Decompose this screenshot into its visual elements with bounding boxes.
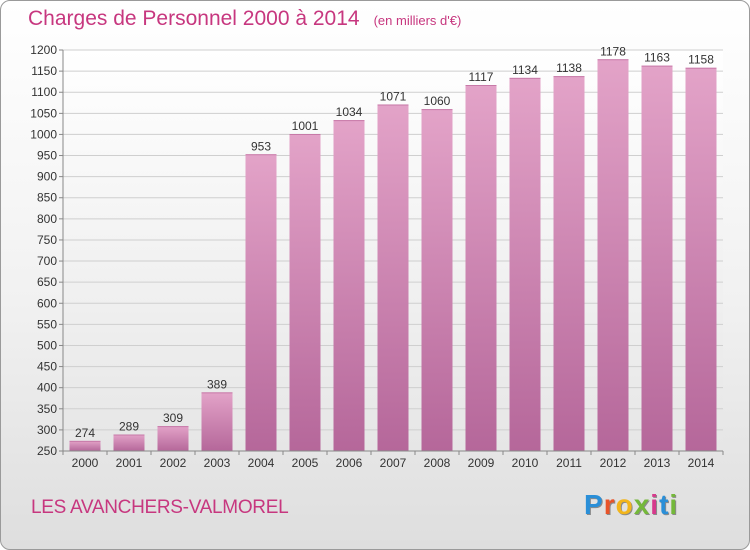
y-tick-label: 600 [37, 296, 57, 310]
x-tick-label-2004: 2004 [248, 456, 275, 470]
bar-2010 [509, 77, 541, 451]
data-label-2010: 1134 [512, 63, 538, 77]
y-tick-label: 850 [37, 191, 57, 205]
y-tick-label: 1100 [31, 85, 57, 99]
y-tick-label: 450 [37, 360, 57, 374]
bars [69, 59, 717, 452]
x-tick-label-2006: 2006 [336, 456, 363, 470]
x-tick-label-2010: 2010 [512, 456, 539, 470]
chart-title-text: Charges de Personnel 2000 à 2014 [28, 7, 360, 30]
y-tick-label: 1050 [30, 106, 57, 120]
bar-2002 [157, 426, 189, 451]
logo-letter: o [615, 489, 634, 520]
bar-2006 [333, 120, 365, 452]
data-label-2003: 389 [207, 377, 227, 391]
logo-letter: r [603, 489, 616, 520]
data-label-2011: 1138 [556, 61, 582, 75]
logo-letter: i [669, 489, 679, 520]
x-tick-label-2011: 2011 [556, 456, 582, 470]
y-tick-label: 1200 [30, 43, 57, 57]
x-tick-label-2003: 2003 [204, 456, 231, 470]
data-label-2006: 1034 [336, 105, 363, 119]
data-label-2000: 274 [75, 426, 95, 440]
commune-name: LES AVANCHERS-VALMOREL [31, 497, 289, 518]
bar-2008 [421, 109, 453, 452]
x-tick-label-2008: 2008 [424, 456, 451, 470]
y-tick-label: 300 [37, 423, 57, 437]
y-tick-label: 900 [37, 170, 57, 184]
data-label-2009: 1117 [469, 70, 494, 84]
data-label-2007: 1071 [380, 89, 407, 103]
bar-2007 [377, 104, 409, 452]
logo-letter: t [659, 489, 670, 520]
data-labels: 274 289 309 389 953 1001 1034 1071 1060 1117 1134 1… [75, 44, 714, 440]
y-tick-label: 750 [37, 233, 57, 247]
y-tick-label: 1150 [31, 64, 57, 78]
logo-letter: P [584, 489, 604, 520]
x-tick-label-2014: 2014 [688, 456, 715, 470]
y-tick-label: 250 [37, 444, 57, 458]
chart-title: Charges de Personnel 2000 à 2014 (en mill… [28, 7, 461, 31]
x-tick-label-2002: 2002 [160, 456, 187, 470]
x-tick-label-2007: 2007 [380, 456, 407, 470]
x-tick-label-2000: 2000 [72, 456, 99, 470]
logo-letter: x [633, 489, 651, 520]
bar-2013 [641, 65, 673, 452]
bar-2001 [113, 434, 145, 451]
data-label-2008: 1060 [424, 94, 451, 108]
y-tick-label: 550 [37, 317, 57, 331]
x-tick-label-2013: 2013 [644, 456, 671, 470]
y-axis: 250 300 350 400 450 500 550 600 650 700 750 800 850 9… [30, 43, 64, 458]
data-label-2014: 1158 [688, 53, 714, 67]
y-tick-label: 1000 [30, 127, 57, 141]
data-label-2005: 1001 [292, 119, 319, 133]
chart-unit-label: (en milliers d'€) [373, 13, 462, 28]
data-label-2001: 289 [119, 420, 139, 434]
x-tick-label-2009: 2009 [468, 456, 495, 470]
bar-2012 [597, 59, 629, 451]
bar-2011 [553, 76, 585, 451]
y-tick-label: 950 [37, 149, 57, 163]
y-tick-label: 500 [37, 338, 57, 352]
bar-2004 [245, 154, 277, 451]
bar-2003 [201, 392, 233, 451]
data-label-2013: 1163 [644, 51, 670, 65]
y-tick-label: 650 [37, 275, 57, 289]
data-label-2012: 1178 [600, 44, 626, 58]
y-tick-label: 800 [37, 212, 57, 226]
bar-2005 [289, 133, 321, 451]
x-axis: 2000 2001 2002 2003 2004 2005 2006 2007 2008 2009… [62, 450, 724, 470]
bar-2014 [685, 67, 717, 451]
y-tick-label: 700 [37, 254, 57, 268]
x-tick-label-2005: 2005 [292, 456, 319, 470]
y-tick-label: 400 [37, 381, 57, 395]
bar-2000 [69, 440, 101, 451]
logo-letter: i [650, 489, 660, 520]
data-label-2002: 309 [163, 411, 183, 425]
x-tick-label-2001: 2001 [116, 456, 143, 470]
y-tick-label: 350 [37, 402, 57, 416]
bar-2009 [465, 85, 497, 452]
x-tick-label-2012: 2012 [600, 456, 627, 470]
data-label-2004: 953 [251, 139, 271, 153]
proxiti-logo: Proxiti [584, 489, 678, 521]
